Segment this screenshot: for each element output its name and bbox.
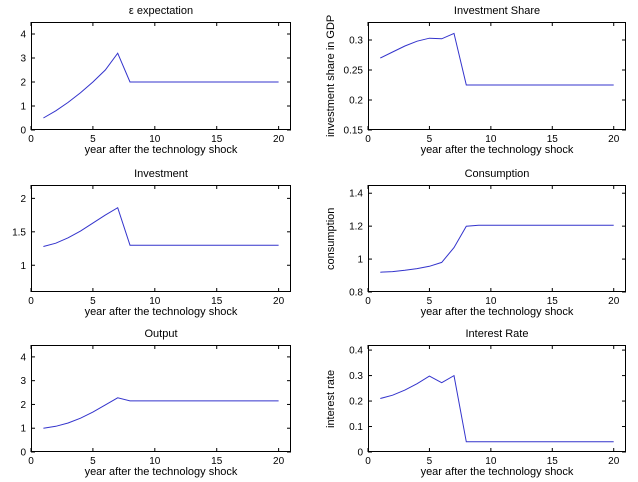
svg-text:10: 10 [485,134,497,145]
y-axis-label: consumption [325,207,337,270]
svg-text:0.3: 0.3 [349,371,363,382]
svg-text:1: 1 [20,424,26,435]
plot-title: Consumption [464,168,530,180]
svg-text:0.8: 0.8 [349,288,363,299]
x-axis-label: year after the technology shock [84,144,238,156]
svg-text:0: 0 [28,134,34,145]
svg-text:2: 2 [20,78,26,89]
x-axis-label: year after the technology shock [420,144,574,156]
svg-text:5: 5 [427,134,433,145]
svg-text:15: 15 [547,296,559,307]
y-axis-label [0,22,1,130]
svg-text:5: 5 [427,296,433,307]
subplot-investment-share: Investment Share investment share in GDP… [325,5,626,156]
svg-text:3: 3 [20,376,26,387]
svg-text:0: 0 [357,448,363,459]
plot-title: Output [144,328,178,340]
svg-text:5: 5 [90,296,96,307]
x-axis-label: year after the technology shock [420,466,574,478]
svg-text:4: 4 [20,30,26,41]
svg-text:0: 0 [20,448,26,459]
svg-text:20: 20 [273,456,285,467]
svg-text:15: 15 [547,456,559,467]
svg-text:0.4: 0.4 [349,346,363,357]
y-axis-label [0,185,1,292]
svg-text:0: 0 [365,134,371,145]
svg-text:10: 10 [149,296,161,307]
svg-text:0: 0 [365,456,371,467]
subplot-investment: Investment 0 5 10 15 20 1 1.5 2 year after the … [12,168,291,318]
svg-text:1.5: 1.5 [12,227,26,238]
svg-text:10: 10 [485,296,497,307]
svg-text:20: 20 [273,134,285,145]
svg-text:10: 10 [149,456,161,467]
plot-canvas-interest-rate: 0 5 10 15 20 0 0.1 0.2 0.3 0.4 [349,345,626,467]
svg-text:4: 4 [20,352,26,363]
plot-title: ε expectation [128,5,194,17]
subplot-consumption: Consumption consumption 0 5 10 15 20 0.8 1 1.2 1… [325,168,626,318]
svg-text:2: 2 [20,194,26,205]
subplot-epsilon-expectation: ε expectation 0 5 10 15 20 0 1 2 3 4 year after t… [20,5,291,156]
y-axis-label: investment share in GDP [325,14,337,138]
svg-text:0.15: 0.15 [344,126,364,137]
svg-text:15: 15 [211,456,223,467]
svg-text:5: 5 [90,134,96,145]
svg-text:0.2: 0.2 [349,96,363,107]
x-axis-label: year after the technology shock [84,306,238,318]
svg-text:20: 20 [273,296,285,307]
subplot-interest-rate: Interest Rate interest rate 0 5 10 15 20 0 0.1… [325,328,626,478]
svg-text:0: 0 [28,456,34,467]
subplot-output: Output 0 5 10 15 20 0 1 2 3 4 year after the tech… [20,328,291,478]
svg-text:2: 2 [20,400,26,411]
svg-text:0: 0 [365,296,371,307]
y-axis-label [0,345,1,452]
svg-text:20: 20 [608,296,620,307]
svg-text:1: 1 [357,255,363,266]
svg-text:0.2: 0.2 [349,397,363,408]
plot-title: Interest Rate [465,328,529,340]
svg-text:0.25: 0.25 [344,66,364,77]
svg-text:15: 15 [547,134,559,145]
plot-title: Investment Share [453,5,541,17]
svg-text:15: 15 [211,134,223,145]
svg-text:20: 20 [608,456,620,467]
svg-text:0.3: 0.3 [349,36,363,47]
y-axis-label: interest rate [325,369,337,428]
svg-text:1: 1 [20,102,26,113]
plot-canvas-investment-share: 0 5 10 15 20 0.15 0.2 0.25 0.3 [344,22,626,145]
svg-text:3: 3 [20,54,26,65]
svg-text:10: 10 [149,134,161,145]
plot-title: Investment [134,168,188,180]
plot-canvas-epsilon-expectation: 0 5 10 15 20 0 1 2 3 4 [20,22,291,145]
plot-canvas-investment: 0 5 10 15 20 1 1.5 2 [12,185,291,307]
svg-text:1: 1 [20,261,26,272]
x-axis-label: year after the technology shock [420,306,574,318]
svg-text:10: 10 [485,456,497,467]
svg-text:0: 0 [28,296,34,307]
svg-text:20: 20 [608,134,620,145]
plot-canvas-output: 0 5 10 15 20 0 1 2 3 4 [20,345,291,467]
x-axis-label: year after the technology shock [84,466,238,478]
svg-text:1.2: 1.2 [349,222,363,233]
svg-text:1.4: 1.4 [349,189,363,200]
svg-text:15: 15 [211,296,223,307]
svg-text:5: 5 [427,456,433,467]
svg-text:0.1: 0.1 [349,422,363,433]
plot-canvas-consumption: 0 5 10 15 20 0.8 1 1.2 1.4 [349,185,626,307]
svg-text:5: 5 [90,456,96,467]
svg-text:0: 0 [20,126,26,137]
